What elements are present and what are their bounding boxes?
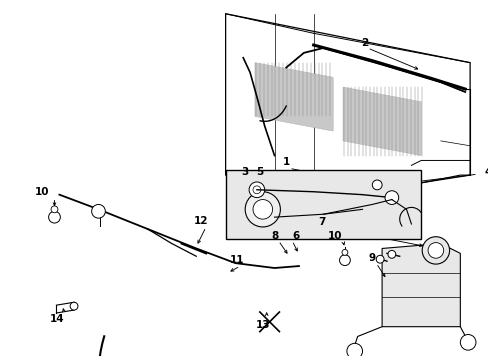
Polygon shape xyxy=(381,244,459,327)
Text: 3: 3 xyxy=(241,167,248,177)
Polygon shape xyxy=(225,170,420,239)
Polygon shape xyxy=(342,87,420,156)
Text: 10: 10 xyxy=(35,187,49,197)
Circle shape xyxy=(346,343,362,359)
Text: 4: 4 xyxy=(483,167,488,177)
Text: 8: 8 xyxy=(270,231,278,241)
Circle shape xyxy=(384,191,398,204)
Circle shape xyxy=(248,182,264,198)
Text: 5: 5 xyxy=(256,167,263,177)
Text: 1: 1 xyxy=(282,157,289,167)
Polygon shape xyxy=(254,63,332,131)
Circle shape xyxy=(70,302,78,310)
Circle shape xyxy=(421,237,448,264)
Text: 12: 12 xyxy=(194,216,208,226)
Circle shape xyxy=(371,180,381,190)
Text: 9: 9 xyxy=(368,253,375,263)
Circle shape xyxy=(244,192,280,227)
Circle shape xyxy=(51,206,58,213)
Circle shape xyxy=(387,251,395,258)
Text: 10: 10 xyxy=(327,231,342,241)
Circle shape xyxy=(341,249,347,255)
Text: 11: 11 xyxy=(230,255,244,265)
Circle shape xyxy=(459,334,475,350)
Circle shape xyxy=(375,255,383,263)
Text: 7: 7 xyxy=(317,217,325,227)
Circle shape xyxy=(427,243,443,258)
Text: 6: 6 xyxy=(292,231,299,241)
Circle shape xyxy=(252,199,272,219)
Text: 2: 2 xyxy=(360,38,367,48)
Polygon shape xyxy=(225,14,469,199)
Circle shape xyxy=(339,255,349,266)
Text: 14: 14 xyxy=(50,314,64,324)
Circle shape xyxy=(91,204,105,218)
Circle shape xyxy=(48,211,60,223)
Text: 13: 13 xyxy=(255,320,269,330)
Circle shape xyxy=(252,186,260,194)
